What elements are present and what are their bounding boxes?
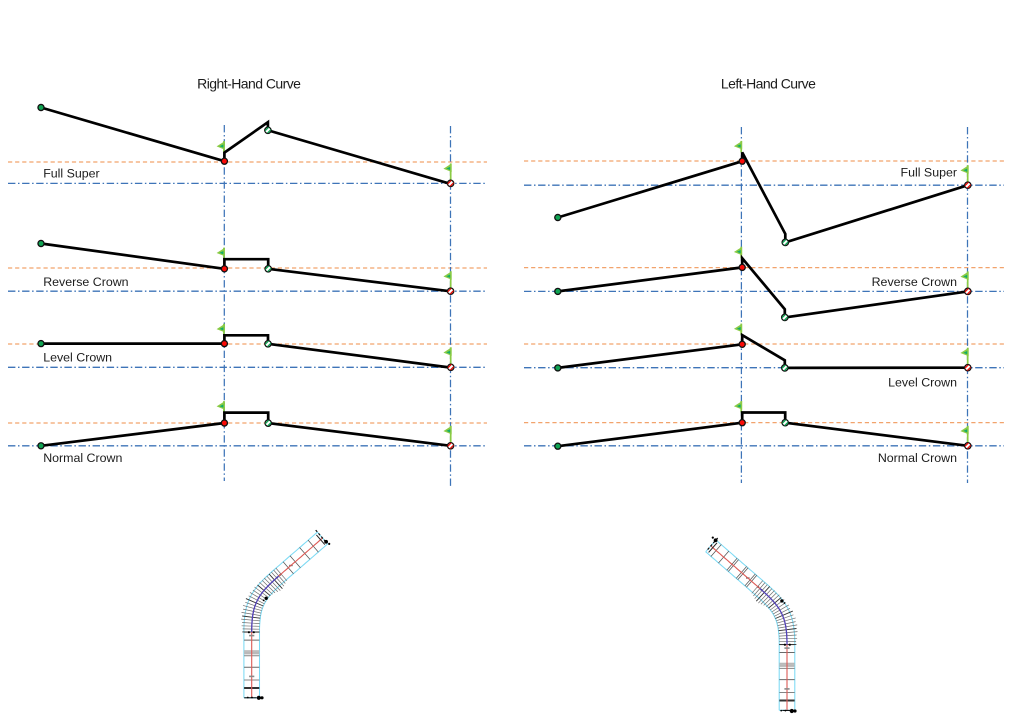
svg-text:Full Super: Full Super (901, 165, 957, 179)
svg-text:Normal Crown: Normal Crown (878, 451, 957, 465)
svg-text:Level Crown: Level Crown (43, 351, 112, 365)
svg-text:Level Crown: Level Crown (888, 375, 957, 389)
svg-text:Reverse Crown: Reverse Crown (872, 275, 957, 289)
svg-text:Reverse Crown: Reverse Crown (43, 275, 128, 289)
svg-text:Normal Crown: Normal Crown (43, 451, 122, 465)
svg-text:Right-Hand Curve: Right-Hand Curve (197, 76, 301, 92)
svg-text:Left-Hand Curve: Left-Hand Curve (721, 76, 816, 92)
svg-text:Full Super: Full Super (43, 166, 99, 180)
